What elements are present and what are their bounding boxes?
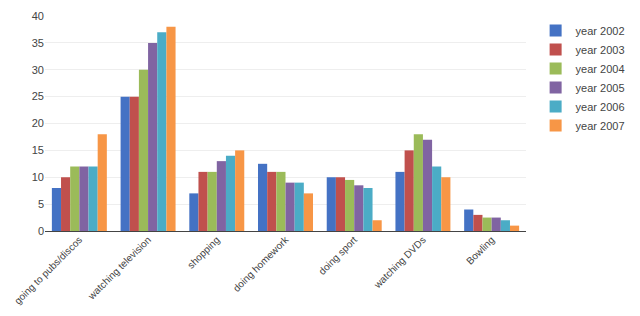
svg-text:35: 35: [32, 37, 44, 49]
svg-text:0: 0: [38, 225, 44, 237]
svg-text:year 2007: year 2007: [576, 120, 625, 132]
svg-text:year 2002: year 2002: [576, 25, 625, 37]
svg-text:doing homework: doing homework: [231, 233, 291, 293]
svg-text:doing sport: doing sport: [316, 234, 359, 277]
svg-text:40: 40: [32, 10, 44, 22]
svg-text:15: 15: [32, 144, 44, 156]
svg-text:year 2005: year 2005: [576, 82, 625, 94]
svg-text:25: 25: [32, 90, 44, 102]
svg-text:20: 20: [32, 117, 44, 129]
svg-text:Bowling: Bowling: [464, 234, 497, 267]
svg-text:watching DVDs: watching DVDs: [371, 234, 428, 291]
svg-text:watching television: watching television: [85, 234, 153, 302]
svg-text:shopping: shopping: [185, 234, 221, 270]
svg-text:year 2003: year 2003: [576, 44, 625, 56]
svg-text:5: 5: [38, 198, 44, 210]
svg-text:year 2006: year 2006: [576, 101, 625, 113]
svg-text:year 2004: year 2004: [576, 63, 625, 75]
svg-text:10: 10: [32, 171, 44, 183]
svg-text:going to pubs/discos: going to pubs/discos: [12, 234, 84, 306]
svg-text:30: 30: [32, 64, 44, 76]
